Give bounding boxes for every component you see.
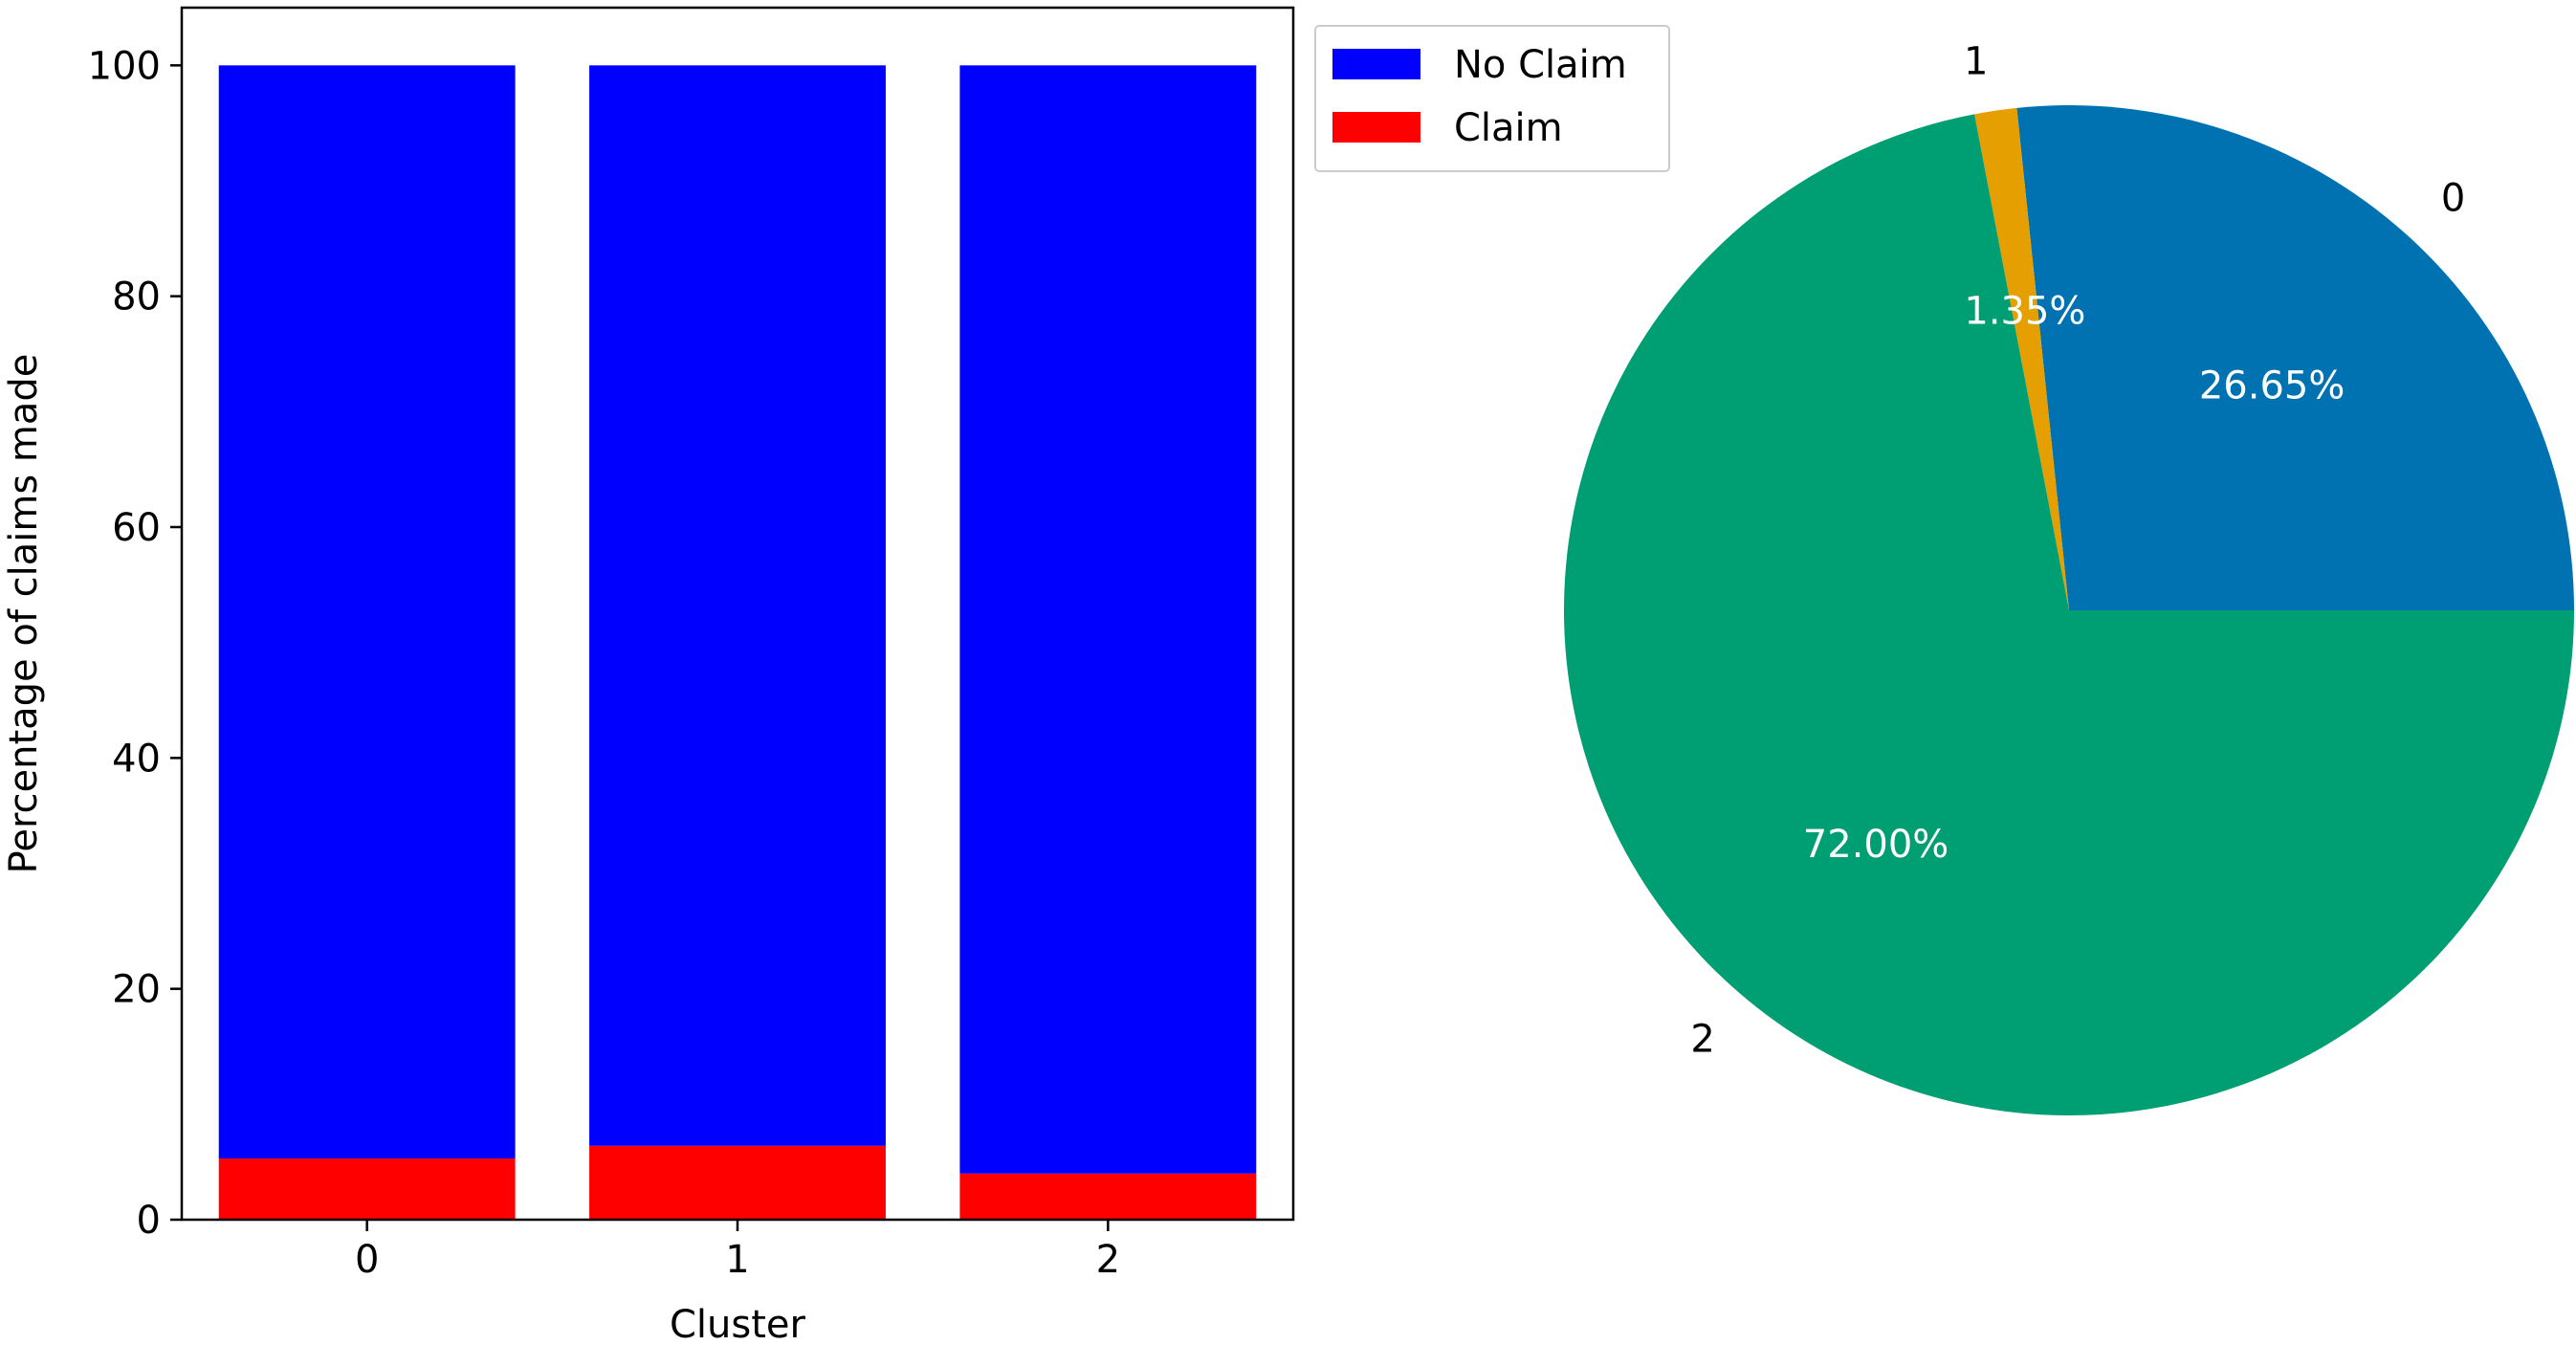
y-axis-label: Percentage of claims made	[2, 354, 46, 874]
x-axis: 0 1 2	[355, 1220, 1120, 1282]
bar-no-claim-0	[218, 65, 516, 1159]
bar-no-claim-1	[589, 65, 886, 1146]
y-tick-label: 60	[112, 506, 161, 550]
stacked-bar-chart: 0 20 40 60 80 100 0 1 2 Cluster Percentage of c…	[2, 6, 1670, 1345]
x-tick-label: 2	[1096, 1238, 1120, 1282]
pie-slices	[1564, 105, 2574, 1116]
legend-swatch-no-claim	[1332, 49, 1420, 79]
y-tick-label: 80	[112, 276, 161, 320]
x-axis-label: Cluster	[670, 1303, 806, 1345]
y-tick-label: 40	[112, 737, 161, 781]
x-tick-label: 0	[355, 1238, 379, 1282]
legend-label-no-claim: No Claim	[1454, 43, 1627, 87]
bar-claim-0	[218, 1158, 516, 1220]
pie-percent-label: 72.00%	[1803, 823, 1949, 867]
pie-category-label: 2	[1690, 1018, 1714, 1062]
y-axis: 0 20 40 60 80 100	[88, 44, 182, 1243]
pie-percent-label: 1.35%	[1964, 290, 2085, 334]
y-tick-label: 0	[137, 1199, 161, 1243]
legend-label-claim: Claim	[1454, 106, 1563, 150]
legend: No Claim Claim	[1314, 25, 1670, 172]
y-tick-label: 100	[88, 44, 161, 88]
pie-category-label: 0	[2441, 177, 2465, 221]
pie-labels: 0 26.65% 1 1.35% 2 72.00%	[1690, 39, 2465, 1061]
pie-slice-1	[1974, 107, 2069, 610]
bar-claim-2	[959, 1173, 1257, 1220]
pie-slice-2	[1564, 114, 2574, 1116]
pie-slice-0	[2016, 105, 2574, 611]
bar-marks	[218, 65, 1257, 1220]
legend-swatch-claim	[1332, 112, 1420, 143]
bar-claim-1	[589, 1145, 886, 1220]
bar-no-claim-2	[959, 65, 1257, 1174]
y-tick-label: 20	[112, 968, 161, 1012]
x-tick-label: 1	[725, 1238, 749, 1282]
pie-chart: 0 26.65% 1 1.35% 2 72.00%	[1564, 39, 2574, 1116]
pie-percent-label: 26.65%	[2199, 364, 2345, 408]
pie-category-label: 1	[1964, 39, 1988, 83]
